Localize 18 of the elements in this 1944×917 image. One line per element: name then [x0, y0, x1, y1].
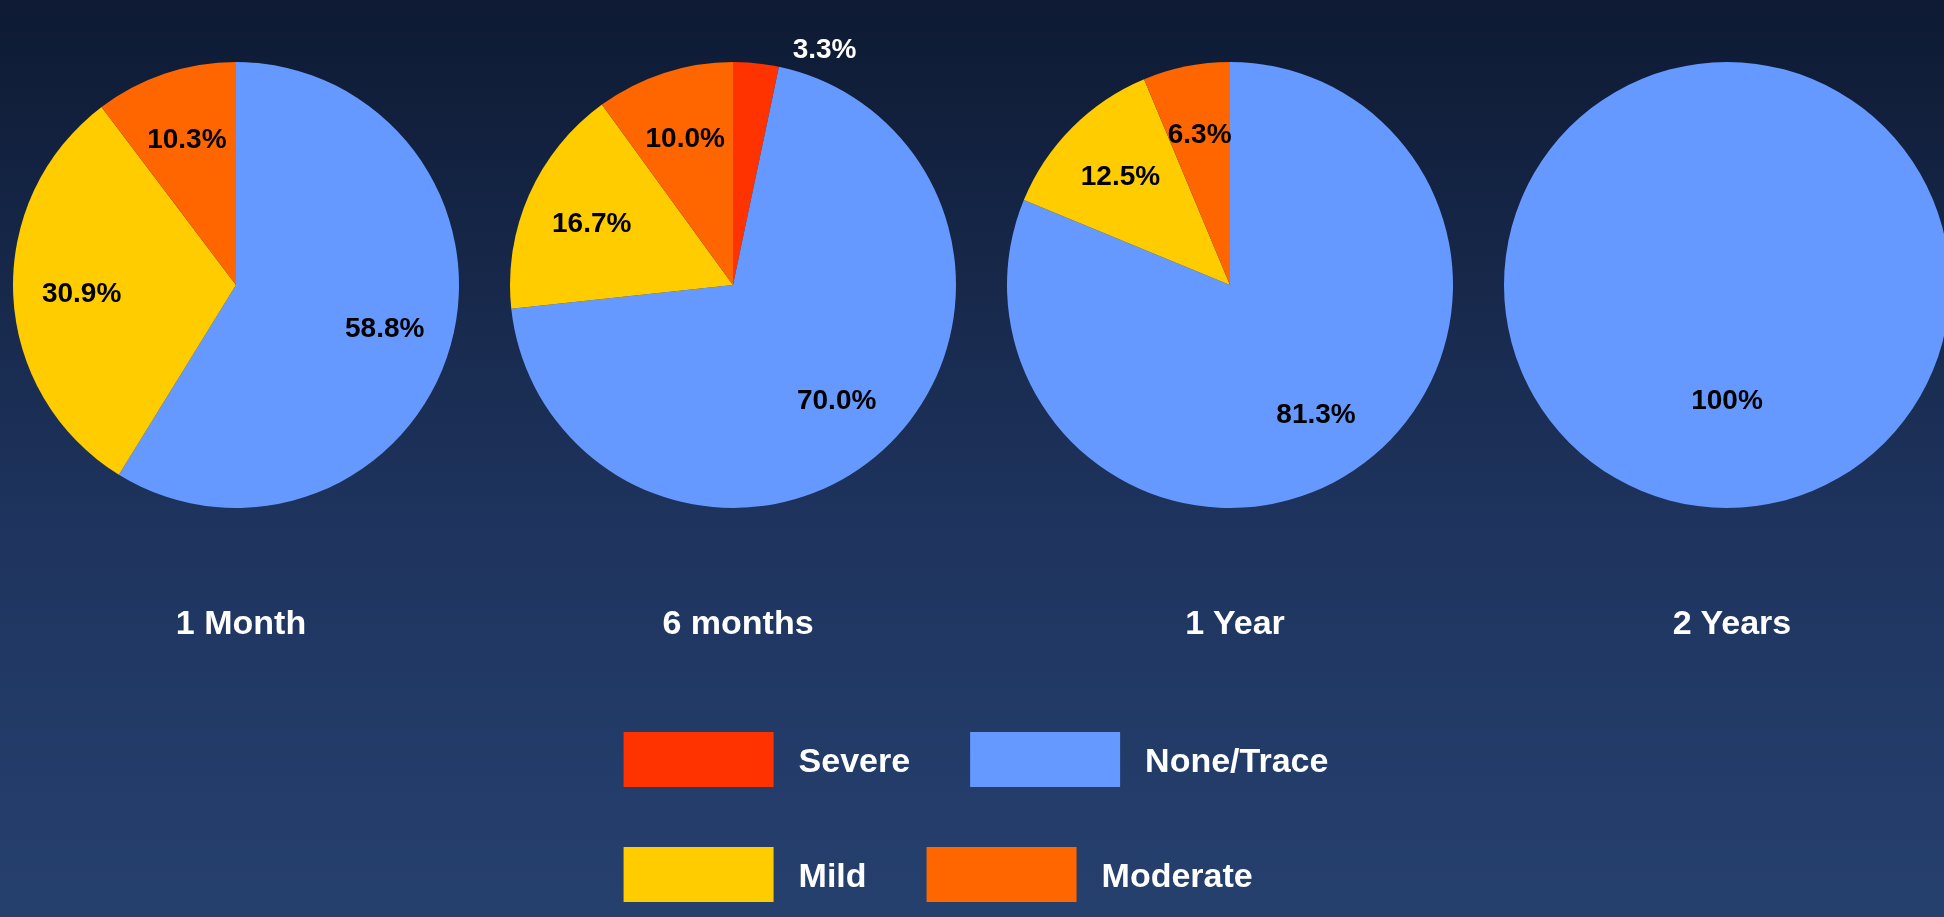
text: 2 Years [1672, 603, 1792, 641]
data-label: 81.3% [1276, 397, 1356, 429]
legend-label: Severe [798, 740, 911, 779]
legend-label: Moderate [1101, 855, 1253, 894]
text: 1 Year [1185, 603, 1285, 641]
data-label: 10.3% [147, 122, 227, 154]
data-label: 30.9% [41, 276, 122, 308]
legend-label: None/Trace [1145, 740, 1329, 779]
data-label: 58.8% [345, 311, 425, 343]
data-label: 100% [1691, 384, 1763, 415]
text: 6 months [662, 603, 814, 641]
data-label: 12.5% [1080, 160, 1161, 192]
text: 1 Month [175, 603, 307, 641]
data-label: 10.0% [645, 122, 726, 154]
data-label: 16.7% [552, 206, 632, 238]
data-label: 3.3% [792, 32, 857, 64]
data-label: 70.0% [796, 384, 877, 416]
legend-label: Mild [798, 855, 867, 894]
